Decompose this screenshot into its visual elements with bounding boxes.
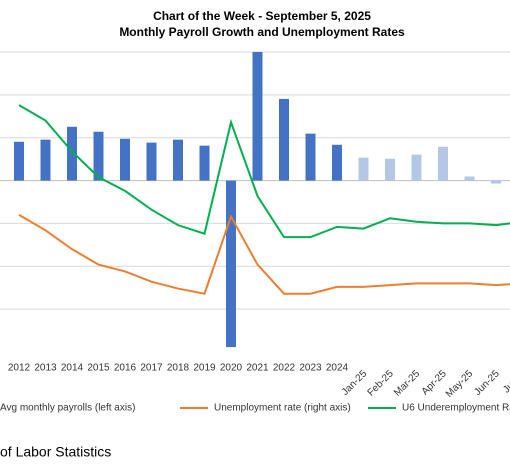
bar	[199, 145, 210, 181]
x-tick-label: 2024	[326, 363, 349, 374]
bar	[305, 133, 316, 181]
legend-label: Avg monthly payrolls (left axis)	[0, 403, 135, 414]
x-tick-label: Mar-25	[392, 368, 422, 398]
bar	[93, 131, 104, 181]
x-tick-label: 2023	[299, 363, 322, 374]
bar	[438, 146, 448, 181]
x-tick-label: 2017	[140, 363, 163, 374]
chart-title: Chart of the Week - September 5, 2025	[153, 9, 371, 23]
bar	[385, 158, 395, 181]
bar	[120, 138, 130, 181]
bar	[226, 180, 236, 348]
x-tick-label: 2018	[167, 363, 190, 374]
x-tick-label: 2022	[273, 363, 296, 374]
source-note: of Labor Statistics	[0, 444, 111, 460]
chart-subtitle: Monthly Payroll Growth and Unemployment …	[119, 25, 405, 39]
bar	[279, 98, 289, 181]
bar	[173, 139, 183, 181]
bar	[358, 157, 369, 181]
x-tick-label: 2019	[193, 363, 216, 374]
bar	[464, 176, 475, 181]
x-tick-label: 2021	[246, 363, 269, 374]
bar	[411, 154, 422, 181]
x-tick-label: Feb-25	[366, 368, 396, 398]
x-tick-label: 2015	[87, 363, 110, 374]
x-tick-label: May-25	[444, 368, 476, 400]
bar	[146, 142, 157, 181]
bar	[67, 126, 77, 181]
x-tick-label: 2014	[61, 363, 84, 374]
legend-label: Unemployment rate (right axis)	[214, 403, 351, 414]
bar	[491, 180, 501, 184]
x-tick-label: Jul-25	[501, 368, 510, 395]
x-tick-label: Jun-25	[472, 368, 502, 398]
bar	[332, 144, 342, 181]
x-tick-label: 2013	[34, 363, 57, 374]
x-tick-label: 2012	[8, 363, 31, 374]
bar	[14, 141, 24, 181]
x-tick-label: 2020	[220, 363, 243, 374]
x-tick-label: 2016	[114, 363, 137, 374]
line	[18, 104, 510, 239]
legend-label: U6 Underemployment Rate (right axis)	[402, 403, 510, 414]
bar	[40, 139, 51, 181]
line	[18, 213, 510, 295]
bar	[252, 52, 263, 181]
